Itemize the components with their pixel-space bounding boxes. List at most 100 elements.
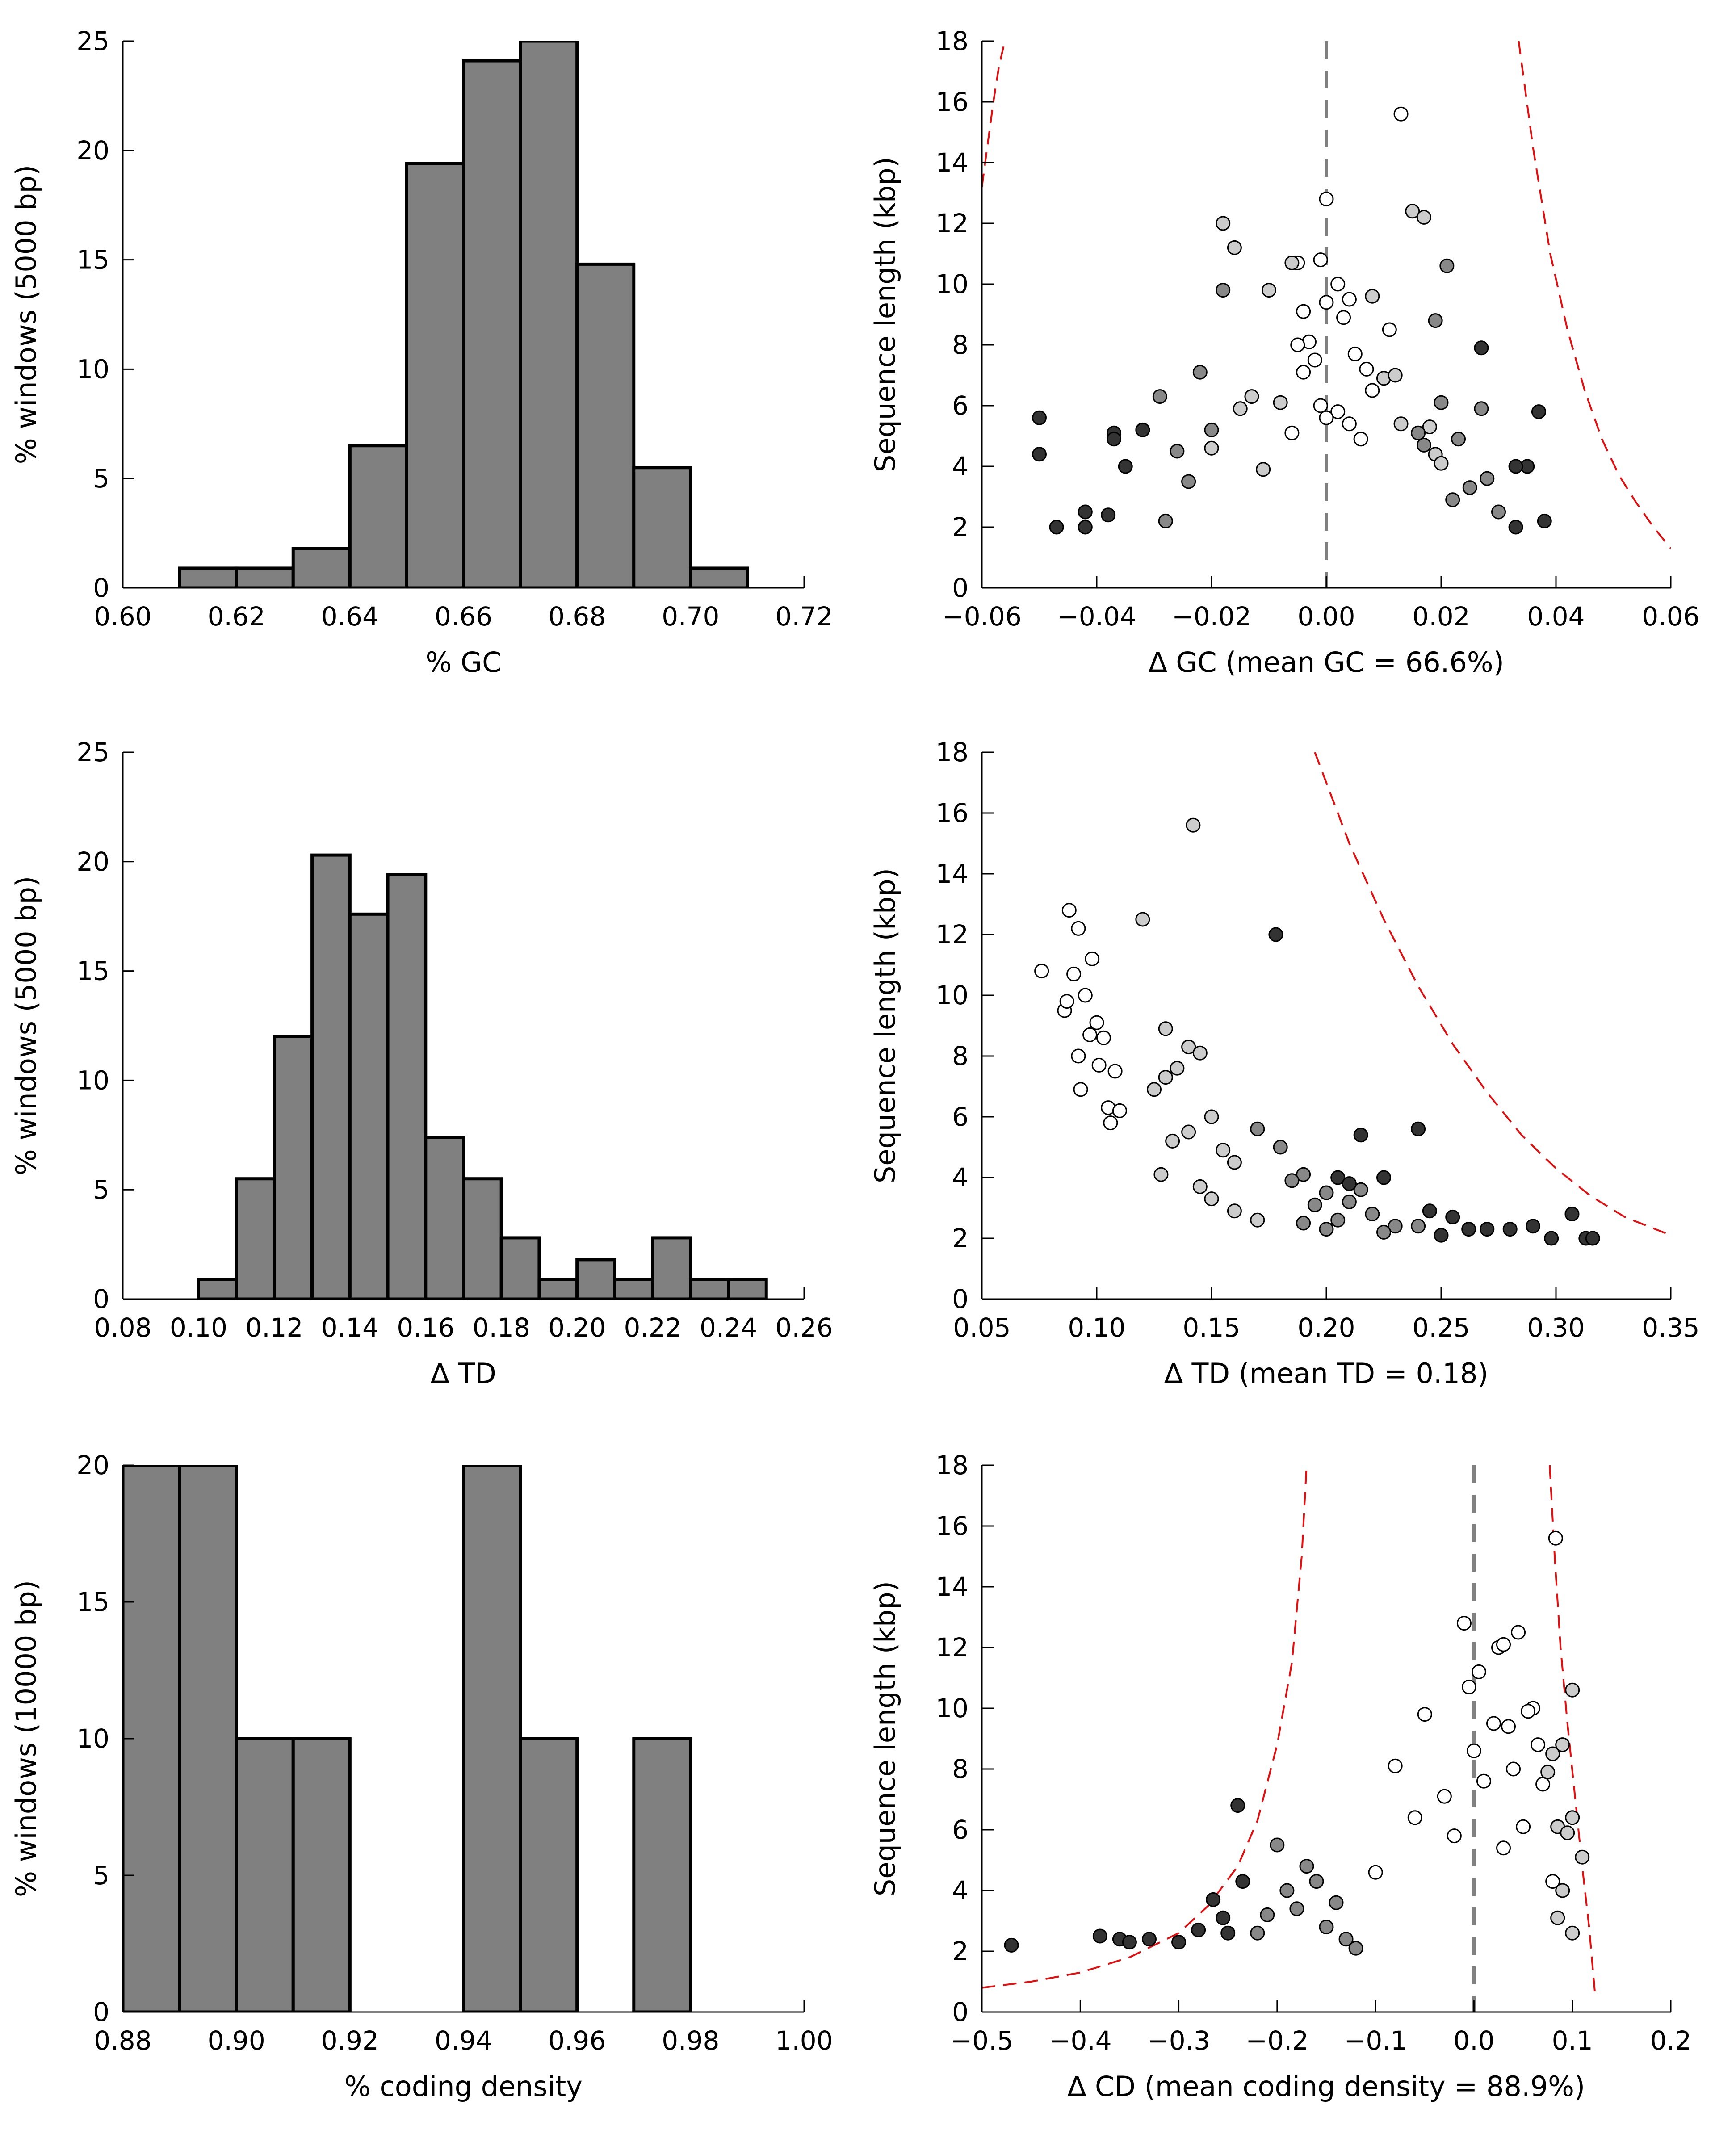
scatter-point (1330, 404, 1346, 419)
bound-curve-right (1518, 41, 1671, 549)
y-tick-label: 14 (935, 1572, 969, 1602)
y-tick-label: 16 (935, 798, 969, 828)
y-tick-label: 25 (76, 737, 109, 767)
histogram-bar (291, 1737, 352, 2012)
histogram-bar (386, 873, 428, 1299)
scatter-point (1447, 1828, 1462, 1844)
scatter-point (1365, 383, 1380, 398)
x-tick-label: 0.10 (1068, 1312, 1125, 1343)
histogram-bar (632, 1737, 692, 2012)
histogram-bar (575, 1258, 616, 1299)
y-tick-label: 15 (76, 1587, 109, 1617)
y-tick-label: 18 (935, 26, 969, 56)
scatter-point (1284, 255, 1300, 270)
scatter-point (1289, 1901, 1304, 1916)
x-tick-label: 0.35 (1642, 1312, 1699, 1343)
x-tick-label: −0.3 (1147, 2025, 1210, 2056)
x-tick-label: 0.20 (548, 1312, 606, 1343)
scatter-point (1066, 966, 1082, 981)
y-tick-label: 10 (935, 980, 969, 1010)
scatter-point (1342, 1194, 1357, 1209)
scatter-point (1284, 425, 1300, 440)
scatter-point (1107, 432, 1122, 447)
bound-curve-right (1314, 752, 1671, 1237)
histogram-bar (273, 1035, 314, 1299)
bound-curve-left (982, 1465, 1308, 1989)
scatter-point (1508, 459, 1523, 474)
scatter-point (1405, 204, 1420, 219)
scatter-point (1545, 1746, 1560, 1761)
scatter-point (1545, 1874, 1560, 1889)
scatter-point (1260, 1907, 1275, 1922)
scatter-point (1216, 283, 1231, 298)
scatter-point (1486, 1716, 1501, 1731)
scatter-point (1262, 283, 1276, 298)
scatter-point (1204, 422, 1219, 437)
scatter-point (1422, 419, 1437, 435)
y-tick-label: 0 (952, 1284, 969, 1314)
scatter-point (1313, 398, 1328, 413)
y-tick-label: 15 (76, 956, 109, 986)
y-tick-label: 10 (76, 1723, 109, 1754)
y-tick-label: 10 (935, 269, 969, 299)
scatter-point (1319, 192, 1334, 207)
scatter-point (1319, 1185, 1334, 1200)
scatter-point (1313, 252, 1328, 268)
scatter-point (1537, 513, 1552, 528)
scatter-point (1365, 1207, 1380, 1222)
x-tick-label: 0.88 (94, 2025, 151, 2056)
y-tick-label: 5 (93, 1860, 109, 1891)
scatter-point (1296, 1216, 1311, 1231)
scatter-point (1411, 1219, 1426, 1234)
y-tick-label: 0 (93, 573, 109, 603)
scatter-point (1171, 1935, 1187, 1950)
x-tick-label: 0.26 (775, 1312, 833, 1343)
scatter-point (1422, 1203, 1437, 1219)
scatter-point (1347, 346, 1363, 361)
y-axis-label: % windows (5000 bp) (10, 165, 42, 464)
scatter-point (1480, 471, 1495, 486)
x-tick-label: −0.1 (1344, 2025, 1407, 2056)
y-tick-label: 14 (935, 859, 969, 889)
y-tick-label: 6 (952, 390, 969, 421)
scatter-point (1250, 1212, 1265, 1228)
scatter-point (1103, 1115, 1118, 1131)
y-tick-label: 6 (952, 1815, 969, 1845)
cd-scatter: −0.5 −0.4 −0.3 −0.2 −0.1 0.0 0.1 0.2 0 2 4 6 8 10 12 14… (869, 1450, 1691, 2103)
scatter-point (1496, 1637, 1511, 1652)
scatter-point (1471, 1664, 1486, 1679)
scatter-point (1417, 1707, 1432, 1722)
scatter-point (1526, 1219, 1541, 1234)
x-tick-label: 0.20 (1297, 1312, 1355, 1343)
histogram-bar (235, 1737, 295, 2012)
scatter-point (1474, 401, 1489, 416)
gc-histogram: 0.60 0.62 0.64 0.66 0.68 0.70 0.72 0 5 10 15 20 25 % … (10, 26, 833, 679)
histogram-bar (689, 1278, 730, 1299)
scatter-point (1181, 1040, 1196, 1055)
scatter-point (1462, 480, 1477, 495)
scatter-point (1501, 1719, 1516, 1734)
scatter-point (1516, 1819, 1531, 1834)
y-tick-label: 10 (76, 354, 109, 384)
y-tick-label: 18 (935, 1450, 969, 1480)
y-tick-label: 6 (952, 1102, 969, 1132)
y-tick-label: 8 (952, 330, 969, 360)
x-tick-label: 0.96 (548, 2025, 606, 2056)
scatter-point (1338, 1932, 1354, 1947)
scatter-point (1192, 1179, 1208, 1194)
scatter-point (1085, 951, 1100, 966)
x-axis-label: ∆ TD (430, 1357, 496, 1390)
x-tick-label: 0.25 (1412, 1312, 1470, 1343)
scatter-point (1230, 1798, 1245, 1813)
histogram-bar (348, 912, 390, 1299)
y-tick-label: 2 (952, 512, 969, 542)
scatter-point (1165, 1133, 1180, 1149)
scatter-point (1535, 1777, 1551, 1792)
x-tick-label: 0.15 (1182, 1312, 1240, 1343)
y-tick-label: 5 (93, 1174, 109, 1205)
scatter-point (1348, 1941, 1363, 1956)
scatter-point (1393, 416, 1409, 432)
scatter-point (1388, 1758, 1403, 1773)
y-tick-label: 15 (76, 245, 109, 275)
plot-area (1034, 752, 1671, 1246)
